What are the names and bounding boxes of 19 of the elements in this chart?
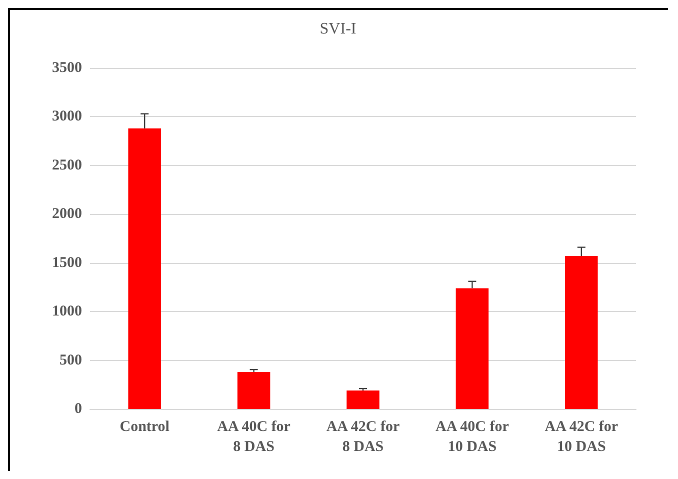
chart-title: SVI-I — [320, 20, 356, 38]
y-tick-label: 3000 — [52, 108, 82, 125]
x-tick-label: AA 40C for 8 DAS — [217, 419, 291, 455]
y-tick-label: 500 — [60, 352, 82, 368]
x-tick-label: AA 42C for 10 DAS — [544, 419, 618, 455]
bar — [128, 128, 161, 409]
y-tick-label: 0 — [74, 401, 82, 417]
bar — [237, 372, 270, 409]
y-tick-label: 2000 — [52, 206, 82, 222]
bar — [456, 288, 489, 409]
y-tick-label: 2500 — [52, 157, 82, 174]
y-tick-label: 1000 — [52, 304, 82, 320]
bar — [565, 256, 598, 409]
bar — [346, 390, 380, 409]
y-tick-label: 1500 — [52, 254, 82, 271]
x-tick-label: AA 40C for 10 DAS — [436, 419, 510, 455]
x-tick-label: Control — [120, 419, 170, 435]
y-tick-label: 3500 — [52, 60, 82, 76]
x-tick-label: AA 42C for 8 DAS — [326, 419, 400, 455]
